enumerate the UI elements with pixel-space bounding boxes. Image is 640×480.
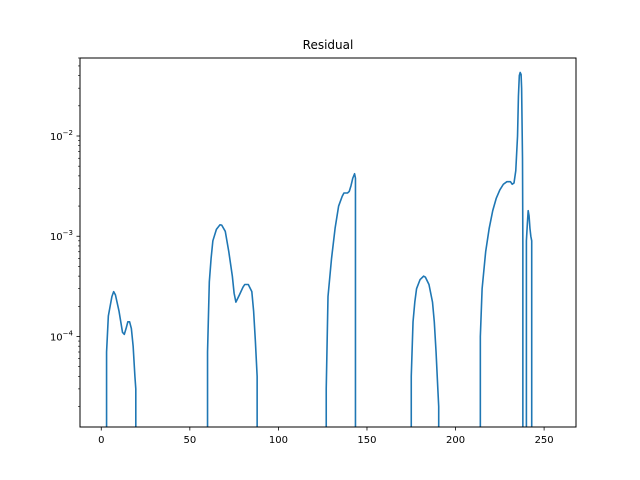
y-tick-label: 10−4 bbox=[50, 329, 74, 343]
residual-line-segment-4 bbox=[410, 275, 440, 427]
y-tick-label: 10−3 bbox=[50, 229, 73, 243]
plot-area-frame bbox=[79, 57, 577, 428]
residual-line-segment-2 bbox=[206, 224, 258, 427]
series-group bbox=[105, 71, 533, 427]
residual-line-segment-6 bbox=[525, 209, 533, 427]
x-tick-label: 250 bbox=[535, 435, 554, 446]
x-tick-label: 50 bbox=[183, 435, 196, 446]
chart-title: Residual bbox=[303, 38, 354, 52]
y-axis-ticks: 10−4 10−3 10−2 bbox=[50, 129, 80, 343]
residual-line-segment-3 bbox=[325, 172, 357, 427]
residual-line-segment-5 bbox=[479, 71, 524, 427]
residual-line-segment-1 bbox=[105, 290, 137, 427]
x-tick-label: 100 bbox=[269, 435, 288, 446]
x-tick-label: 0 bbox=[98, 435, 104, 446]
x-axis-ticks: 0 50 100 150 200 250 bbox=[98, 427, 554, 446]
y-tick-label: 10−2 bbox=[50, 129, 73, 143]
x-tick-label: 150 bbox=[357, 435, 376, 446]
x-tick-label: 200 bbox=[446, 435, 465, 446]
